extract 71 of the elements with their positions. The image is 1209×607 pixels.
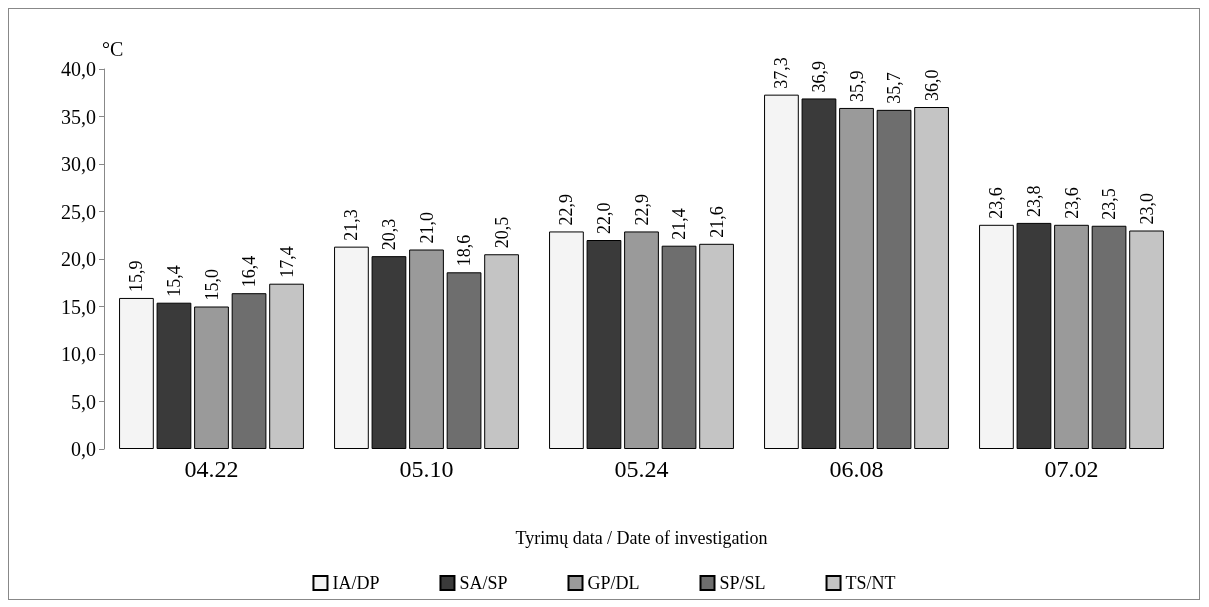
bar xyxy=(661,245,697,449)
y-tick-label: 40,0 xyxy=(61,58,96,80)
bar xyxy=(231,293,267,449)
bar xyxy=(1054,224,1089,449)
bar xyxy=(409,249,444,449)
bar xyxy=(194,306,229,449)
data-label: 21,6 xyxy=(706,206,727,238)
data-label: 23,6 xyxy=(1061,187,1082,219)
y-axis-title: °C xyxy=(102,38,124,60)
y-tick-label: 5,0 xyxy=(71,390,96,413)
data-label: 21,3 xyxy=(341,209,362,241)
x-tick-label: 04.22 xyxy=(184,456,239,482)
data-label: 15,9 xyxy=(126,260,147,292)
bar xyxy=(549,231,584,449)
y-tick-label: 35,0 xyxy=(61,105,96,128)
bar xyxy=(371,256,407,449)
data-label: 22,9 xyxy=(631,193,652,226)
x-tick-label: 05.10 xyxy=(399,456,454,482)
data-label: 37,3 xyxy=(771,57,792,89)
bar xyxy=(624,231,659,449)
bar xyxy=(484,254,519,449)
y-tick-label: 0,0 xyxy=(71,438,96,460)
bar xyxy=(1016,222,1052,449)
data-label: 35,7 xyxy=(884,72,905,104)
data-label: 22,9 xyxy=(556,193,577,226)
data-label: 23,0 xyxy=(1136,193,1157,225)
data-label: 23,8 xyxy=(1023,185,1044,217)
legend-label: TS/NT xyxy=(845,573,896,593)
x-tick-label: 07.02 xyxy=(1044,456,1099,482)
x-tick-label: 06.08 xyxy=(829,456,884,482)
x-axis-title: Tyrimų data / Date of investigation xyxy=(515,528,768,548)
bar xyxy=(119,297,154,449)
data-label: 20,3 xyxy=(378,218,399,251)
bar xyxy=(764,94,799,449)
data-label: 20,5 xyxy=(491,216,512,249)
bar xyxy=(1091,225,1127,449)
data-label: 36,0 xyxy=(921,69,942,101)
data-label: 23,6 xyxy=(986,187,1007,219)
bar xyxy=(876,109,912,449)
data-label: 22,0 xyxy=(593,202,614,234)
bar xyxy=(269,283,304,449)
bar xyxy=(699,243,734,449)
data-label: 15,4 xyxy=(163,265,184,297)
data-label: 21,0 xyxy=(416,212,437,244)
bar xyxy=(1129,230,1164,449)
x-tick-label: 05.24 xyxy=(614,456,669,482)
y-tick-label: 15,0 xyxy=(61,295,96,318)
y-tick-label: 10,0 xyxy=(61,343,96,365)
bar xyxy=(334,246,369,449)
data-label: 15,0 xyxy=(201,269,222,301)
data-label: 36,9 xyxy=(808,60,829,93)
data-label: 18,6 xyxy=(454,234,475,267)
legend-label: SP/SL xyxy=(719,573,766,593)
legend-label: IA/DP xyxy=(332,573,380,593)
y-tick-label: 30,0 xyxy=(61,153,96,175)
bar xyxy=(586,240,622,449)
data-label: 21,4 xyxy=(669,208,690,240)
bar xyxy=(979,224,1014,449)
data-label: 16,4 xyxy=(239,255,260,288)
legend-label: GP/DL xyxy=(587,573,640,593)
bar xyxy=(801,98,837,449)
bar xyxy=(446,272,482,449)
bar xyxy=(914,107,949,449)
bar xyxy=(839,107,874,449)
y-tick-label: 25,0 xyxy=(61,200,96,223)
data-label: 23,5 xyxy=(1099,188,1120,220)
y-tick-label: 20,0 xyxy=(61,248,96,270)
bar xyxy=(156,302,192,449)
data-label: 17,4 xyxy=(276,246,297,278)
legend-label: SA/SP xyxy=(459,573,508,593)
data-label: 35,9 xyxy=(846,70,867,102)
